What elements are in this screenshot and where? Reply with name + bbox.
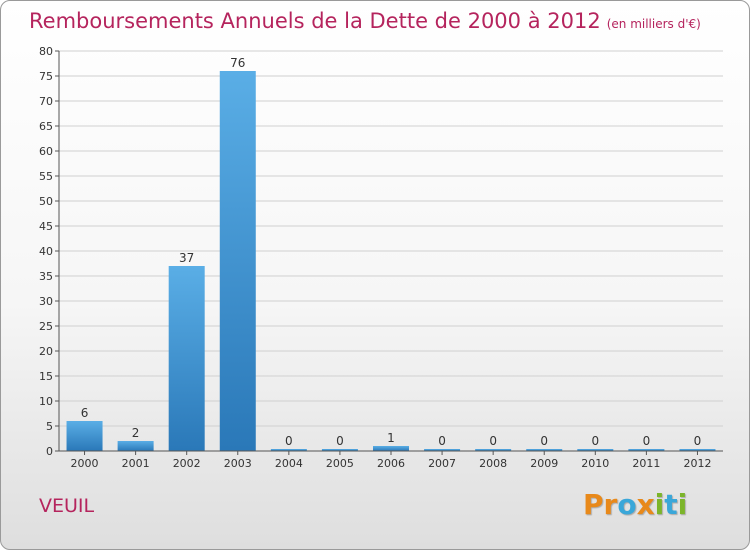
commune-name: VEUIL bbox=[39, 495, 95, 517]
data-label-2010: 0 bbox=[591, 434, 599, 448]
x-tick-label: 2007 bbox=[428, 457, 456, 470]
logo-letter: i bbox=[677, 488, 688, 521]
y-tick-label: 70 bbox=[39, 95, 53, 108]
data-label-2000: 6 bbox=[81, 406, 89, 420]
chart-title: Remboursements Annuels de la Dette de 20… bbox=[29, 9, 701, 33]
data-label-2003: 76 bbox=[230, 56, 245, 70]
logo-letter: r bbox=[603, 488, 618, 521]
x-tick-label: 2004 bbox=[275, 457, 303, 470]
logo-letter: P bbox=[583, 488, 604, 521]
data-label-2004: 0 bbox=[285, 434, 293, 448]
bar-2008 bbox=[475, 449, 512, 451]
bar-2003 bbox=[219, 71, 256, 451]
bar-2001 bbox=[117, 441, 154, 451]
y-tick-label: 0 bbox=[46, 445, 53, 458]
y-tick-label: 75 bbox=[39, 70, 53, 83]
logo-letter: x bbox=[636, 488, 655, 521]
data-label-2007: 0 bbox=[438, 434, 446, 448]
y-tick-label: 25 bbox=[39, 320, 53, 333]
bar-2005 bbox=[321, 449, 358, 451]
data-label-2012: 0 bbox=[694, 434, 702, 448]
bar-2004 bbox=[270, 449, 307, 451]
bar-2009 bbox=[526, 449, 563, 451]
y-tick-label: 65 bbox=[39, 120, 53, 133]
data-label-2009: 0 bbox=[540, 434, 548, 448]
y-tick-label: 80 bbox=[39, 45, 53, 58]
y-tick-label: 35 bbox=[39, 270, 53, 283]
x-tick-label: 2011 bbox=[632, 457, 660, 470]
logo-letter: i bbox=[654, 488, 665, 521]
x-tick-label: 2005 bbox=[326, 457, 354, 470]
y-tick-label: 60 bbox=[39, 145, 53, 158]
logo-letter: t bbox=[664, 488, 678, 521]
x-tick-label: 2009 bbox=[530, 457, 558, 470]
x-tick-label: 2000 bbox=[71, 457, 99, 470]
data-label-2006: 1 bbox=[387, 431, 395, 445]
data-label-2008: 0 bbox=[489, 434, 497, 448]
proxiti-logo: Proxiti bbox=[583, 488, 687, 521]
logo-letter: o bbox=[617, 488, 637, 521]
data-label-2005: 0 bbox=[336, 434, 344, 448]
x-tick-label: 2006 bbox=[377, 457, 405, 470]
bar-2002 bbox=[168, 266, 205, 451]
bar-2012 bbox=[679, 449, 716, 451]
title-unit: (en milliers d'€) bbox=[606, 17, 701, 31]
y-tick-label: 30 bbox=[39, 295, 53, 308]
y-tick-label: 10 bbox=[39, 395, 53, 408]
bar-2006 bbox=[373, 446, 409, 451]
y-tick-label: 5 bbox=[46, 420, 53, 433]
y-tick-label: 20 bbox=[39, 345, 53, 358]
x-tick-label: 2010 bbox=[581, 457, 609, 470]
data-label-2001: 2 bbox=[132, 426, 140, 440]
x-tick-label: 2001 bbox=[122, 457, 150, 470]
data-label-2002: 37 bbox=[179, 251, 194, 265]
bar-2000 bbox=[66, 421, 103, 451]
y-tick-label: 45 bbox=[39, 220, 53, 233]
bar-2010 bbox=[577, 449, 614, 451]
bar-2007 bbox=[424, 449, 461, 451]
y-tick-label: 50 bbox=[39, 195, 53, 208]
y-tick-label: 40 bbox=[39, 245, 53, 258]
x-tick-label: 2002 bbox=[173, 457, 201, 470]
y-tick-label: 55 bbox=[39, 170, 53, 183]
gridlines bbox=[59, 50, 723, 452]
x-tick-label: 2008 bbox=[479, 457, 507, 470]
title-text: Remboursements Annuels de la Dette de 20… bbox=[29, 9, 601, 33]
x-tick-label: 2012 bbox=[683, 457, 711, 470]
x-tick-label: 2003 bbox=[224, 457, 252, 470]
y-tick-label: 15 bbox=[39, 370, 53, 383]
bars: 6 2 37 76 0 0 1 0 0 0 0 0 0 bbox=[66, 56, 716, 451]
bar-2011 bbox=[628, 449, 665, 451]
data-label-2011: 0 bbox=[643, 434, 651, 448]
